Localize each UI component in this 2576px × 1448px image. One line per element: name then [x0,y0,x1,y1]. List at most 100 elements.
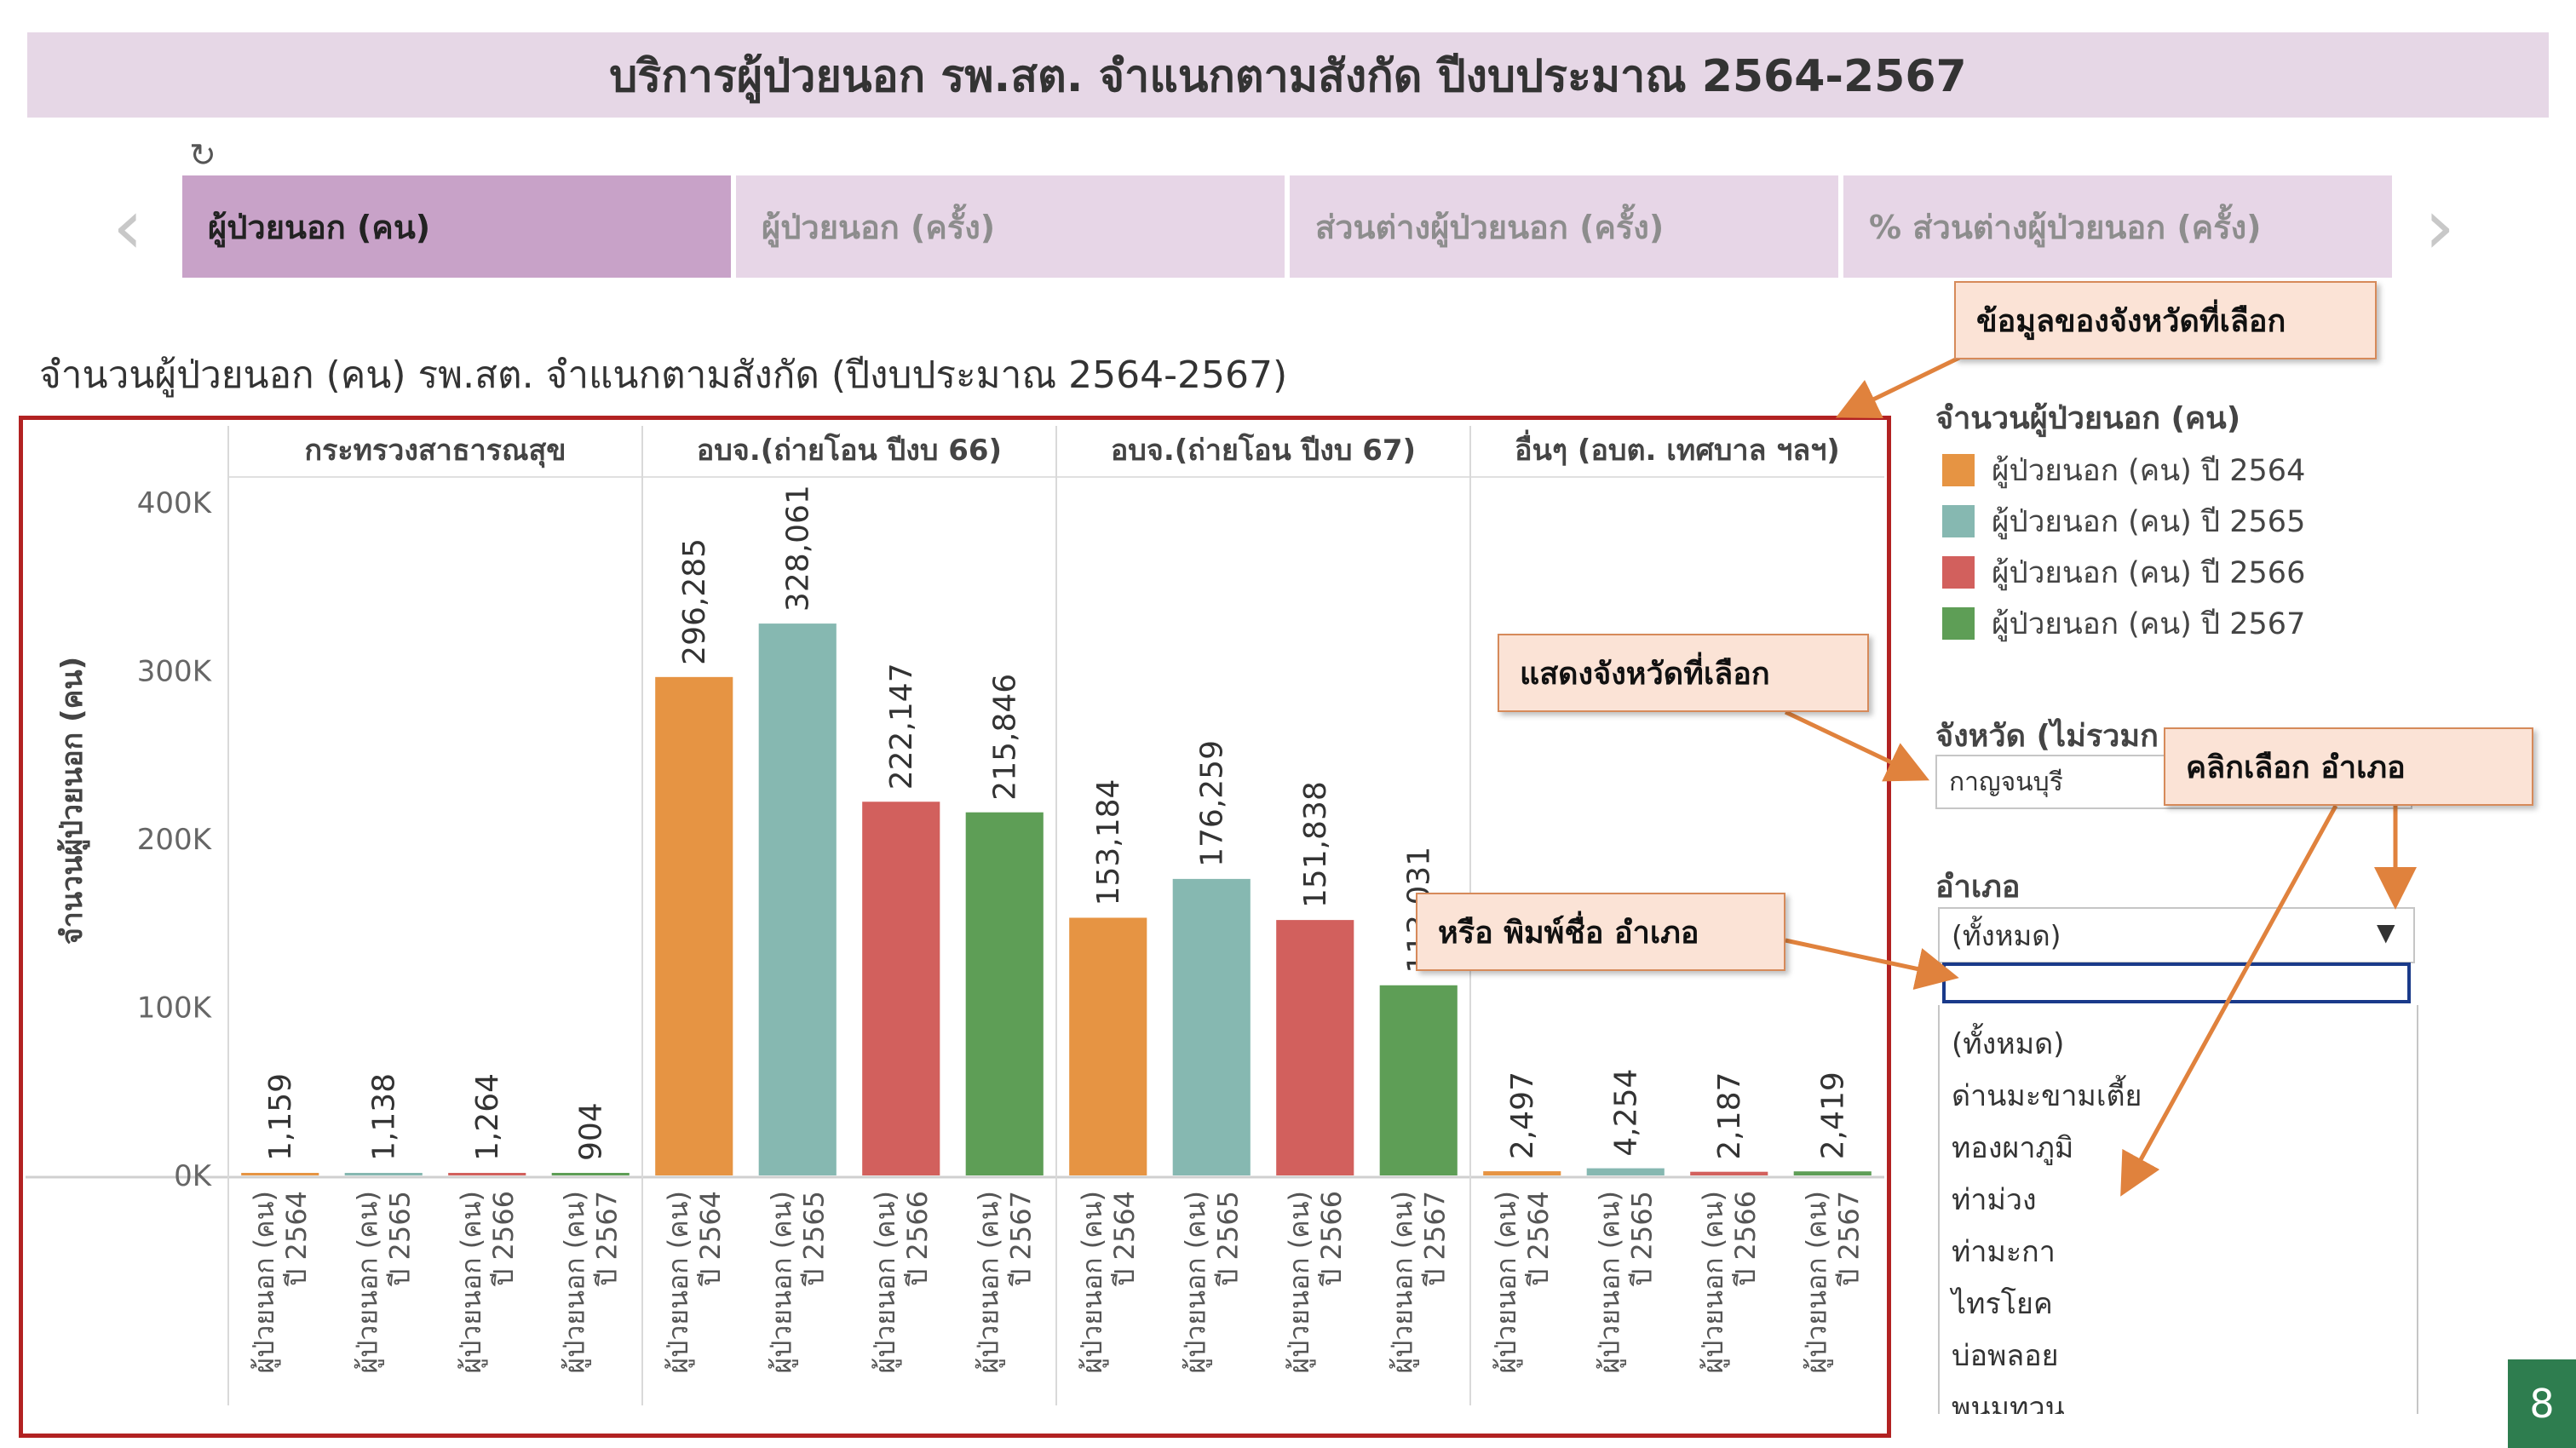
data-label: 296,285 [677,538,712,665]
district-dropdown-list[interactable]: (ทั้งหมด) ด่านมะขามเตี้ย ทองผาภูมิ ท่าม่… [1938,1005,2418,1414]
bar [344,1173,423,1175]
x-tick-label: ผู้ป่วยนอก (คน) [972,1191,1005,1374]
district-option[interactable]: (ทั้งหมด) [1952,1026,2065,1061]
callout-text: หรือ พิมพ์ชื่อ อำเภอ [1438,915,1699,951]
district-option[interactable]: พนมทวน [1952,1390,2065,1415]
district-value: (ทั้งหมด) [1952,918,2061,952]
callout-text: แสดงจังหวัดที่เลือก [1520,656,1770,692]
callout-text: คลิกเลือก อำเภอ [2186,750,2406,785]
x-tick-label: ปี 2566 [901,1191,934,1287]
callout-arrow [1784,710,1930,782]
data-label: 2,419 [1815,1072,1850,1159]
x-tick-label: ปี 2567 [1418,1191,1451,1287]
x-tick-label: ปี 2565 [797,1191,830,1287]
data-label: 151,838 [1298,781,1333,908]
legend-item[interactable]: ผู้ป่วยนอก (คน) ปี 2564 [1942,445,2305,496]
district-option[interactable]: ไทรโยค [1952,1286,2053,1321]
bar [965,812,1044,1175]
legend-swatch [1942,607,1975,640]
x-tick-label: ผู้ป่วยนอก (คน) [662,1191,695,1374]
data-label: 222,147 [884,663,919,790]
district-option[interactable]: บ่อพลอย [1952,1338,2059,1373]
legend-swatch [1942,556,1975,589]
data-label: 4,254 [1608,1069,1643,1157]
x-tick-label: ผู้ป่วยนอก (คน) [1179,1191,1212,1374]
bar [1379,985,1458,1175]
legend-item[interactable]: ผู้ป่วยนอก (คน) ปี 2566 [1942,547,2305,598]
x-tick-label: ปี 2564 [694,1191,727,1287]
tab-label: ผู้ป่วยนอก (ครั้ง) [762,208,996,246]
bar [241,1173,319,1175]
bar [1069,917,1147,1175]
legend-label: ผู้ป่วยนอก (คน) ปี 2564 [1992,453,2306,488]
x-tick-label: ปี 2566 [487,1191,520,1287]
x-tick-label: ปี 2564 [1522,1191,1555,1287]
triangle-down-icon[interactable]: ▼ [2377,918,2395,946]
x-tick-label: ผู้ป่วยนอก (คน) [869,1191,902,1374]
district-option[interactable]: ทองผาภูมิ [1952,1130,2074,1165]
callout-click-select-district: คลิกเลือก อำเภอ [2164,727,2533,806]
y-tick-label: 0K [174,1159,213,1193]
x-tick-label: ผู้ป่วยนอก (คน) [1593,1191,1626,1374]
bar [1586,1168,1665,1175]
x-tick-label: ปี 2567 [590,1191,623,1287]
legend-label: ผู้ป่วยนอก (คน) ปี 2567 [1992,606,2306,641]
bar [551,1173,630,1175]
tab-label: % ส่วนต่างผู้ป่วยนอก (ครั้ง) [1869,208,2262,246]
bar [655,676,733,1175]
district-option[interactable]: ด่านมะขามเตี้ย [1952,1078,2142,1113]
group-header: อื่นๆ (อบต. เทศบาล ฯลฯ) [1515,429,1840,468]
data-label: 215,846 [987,674,1022,801]
x-tick-label: ผู้ป่วยนอก (คน) [1283,1191,1316,1374]
chart-title: จำนวนผู้ป่วยนอก (คน) รพ.สต. จำแนกตามสังก… [39,353,1288,397]
legend-label: ผู้ป่วยนอก (คน) ปี 2566 [1992,555,2306,590]
x-tick-label: ผู้ป่วยนอก (คน) [558,1191,591,1374]
tab-patients-visits[interactable]: ผู้ป่วยนอก (ครั้ง) [736,175,1285,278]
x-tick-label: ผู้ป่วยนอก (คน) [1076,1191,1109,1374]
callout-arrow [2120,804,2338,1197]
tab-patients-persons[interactable]: ผู้ป่วยนอก (คน) [182,175,731,278]
x-tick-label: ปี 2566 [1315,1191,1348,1287]
chevron-right-icon[interactable]: › [2424,182,2455,272]
x-tick-label: ปี 2564 [1108,1191,1141,1287]
legend-swatch [1942,454,1975,486]
district-option[interactable]: ท่ามะกา [1952,1234,2056,1269]
district-filter-label: อำเภอ [1935,870,2021,905]
tab-visit-difference-percent[interactable]: % ส่วนต่างผู้ป่วยนอก (ครั้ง) [1843,175,2392,278]
bar [862,802,940,1175]
y-tick-label: 100K [137,991,213,1026]
tab-label: ผู้ป่วยนอก (คน) [208,208,431,246]
tab-label: ส่วนต่างผู้ป่วยนอก (ครั้ง) [1315,208,1665,246]
data-label: 1,159 [263,1073,298,1161]
bar [1172,878,1251,1175]
group-header: อบจ.(ถ่ายโอน ปีงบ 66) [697,433,1002,468]
x-tick-label: ผู้ป่วยนอก (คน) [1490,1191,1523,1374]
x-tick-label: ปี 2565 [1211,1191,1244,1287]
legend-item[interactable]: ผู้ป่วยนอก (คน) ปี 2567 [1942,598,2305,649]
district-option[interactable]: ท่าม่วง [1952,1182,2037,1217]
callout-arrow [1836,355,1961,419]
group-header: อบจ.(ถ่ายโอน ปีงบ 67) [1111,433,1416,468]
x-tick-label: ผู้ป่วยนอก (คน) [765,1191,798,1374]
callout-text: ข้อมูลของจังหวัดที่เลือก [1976,303,2286,339]
data-label: 2,497 [1505,1072,1540,1159]
district-search-input[interactable] [1942,962,2411,1003]
data-label: 904 [573,1102,608,1161]
x-tick-label: ปี 2567 [1004,1191,1037,1287]
x-tick-label: ผู้ป่วยนอก (คน) [1386,1191,1419,1374]
y-tick-label: 400K [137,486,213,520]
data-label: 1,264 [470,1073,505,1161]
y-tick-label: 200K [137,823,213,857]
refresh-icon[interactable]: ↻ [189,136,216,174]
tab-visit-difference[interactable]: ส่วนต่างผู้ป่วยนอก (ครั้ง) [1290,175,1838,278]
x-tick-label: ผู้ป่วยนอก (คน) [248,1191,281,1374]
district-select[interactable]: (ทั้งหมด) [1938,907,2415,963]
x-tick-label: ปี 2564 [280,1191,313,1287]
y-tick-label: 300K [137,655,213,689]
page-number: 8 [2508,1359,2576,1448]
bar [1483,1171,1561,1175]
legend-item[interactable]: ผู้ป่วยนอก (คน) ปี 2565 [1942,496,2305,547]
chevron-left-icon[interactable]: ‹ [112,182,143,272]
